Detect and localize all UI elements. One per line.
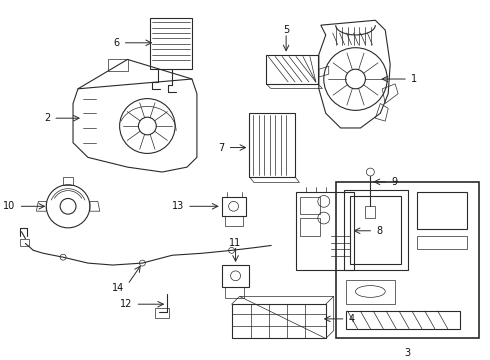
Bar (296, 192, 353, 270)
Text: 11: 11 (229, 238, 242, 248)
Bar (366, 206, 375, 218)
Text: 12: 12 (120, 299, 132, 309)
Text: 14: 14 (112, 283, 124, 293)
Bar (343, 190, 408, 270)
Bar (345, 311, 460, 329)
Bar (300, 197, 320, 214)
Text: 3: 3 (404, 348, 410, 358)
Bar (336, 182, 479, 338)
Bar (225, 216, 243, 226)
Bar (150, 18, 192, 69)
Bar (249, 113, 295, 177)
Text: 6: 6 (114, 38, 120, 48)
Bar (221, 265, 249, 287)
Bar (417, 192, 466, 229)
Text: 5: 5 (283, 25, 289, 35)
Bar (417, 236, 466, 249)
Text: 9: 9 (391, 177, 397, 187)
Bar (266, 55, 318, 84)
Text: 2: 2 (44, 113, 50, 123)
Bar (225, 287, 245, 298)
Bar (20, 239, 29, 247)
Text: 7: 7 (219, 143, 225, 153)
Text: 13: 13 (172, 201, 184, 211)
Bar (349, 195, 401, 264)
Text: 4: 4 (348, 314, 355, 324)
Text: 8: 8 (376, 226, 382, 236)
Bar (300, 218, 320, 236)
Text: 1: 1 (411, 74, 417, 84)
Bar (155, 308, 169, 318)
Text: 10: 10 (3, 201, 16, 211)
Bar (221, 197, 246, 216)
